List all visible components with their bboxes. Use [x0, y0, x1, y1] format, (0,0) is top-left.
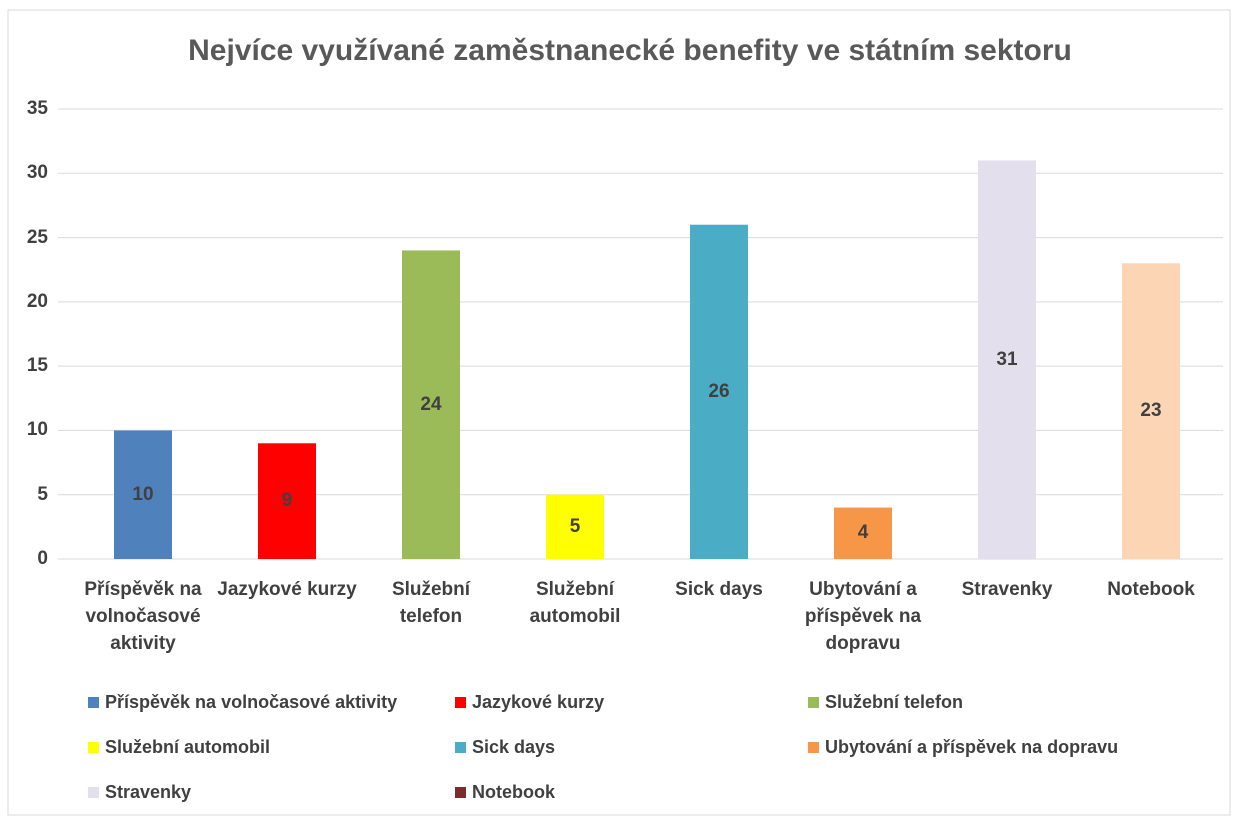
legend-label: Sick days [472, 737, 556, 757]
y-tick-label: 35 [26, 98, 48, 119]
legend-item: Příspěvěk na volnočasové aktivity [88, 690, 455, 715]
x-tick-label: Příspěvěk na volnočasové aktivity [84, 579, 202, 654]
x-tick-label: Služební telefon [391, 579, 471, 627]
data-label: 10 [132, 483, 154, 505]
x-tick-label: Notebook [1107, 579, 1195, 600]
y-tick-label: 10 [26, 419, 48, 441]
bar [402, 250, 460, 559]
legend-label: Ubytování a příspěvek na dopravu [825, 737, 1119, 757]
x-tick-label: Sick days [675, 579, 763, 600]
y-tick-label: 20 [26, 290, 48, 312]
legend-swatch [808, 697, 819, 708]
data-label: 31 [996, 348, 1018, 370]
data-label: 4 [857, 522, 869, 544]
legend-swatch [455, 787, 466, 798]
legend-swatch [808, 742, 819, 753]
bar [546, 494, 604, 559]
chart-border [7, 9, 1231, 816]
legend-label: Jazykové kurzy [472, 692, 605, 712]
bar [690, 224, 748, 559]
data-label: 5 [569, 515, 581, 537]
chart-title: Nejvíce využívané zaměstnanecké benefity… [188, 34, 1072, 67]
x-tick-label: Stravenky [961, 579, 1053, 600]
data-label: 9 [281, 490, 293, 512]
legend-swatch [455, 697, 466, 708]
legend-item: Stravenky [88, 780, 455, 805]
x-tick-label: Služební automobil [529, 579, 621, 627]
legend-item: Jazykové kurzy [455, 690, 808, 715]
y-tick-label: 25 [26, 226, 48, 248]
y-tick-label: 5 [37, 483, 48, 505]
y-tick-label: 30 [26, 162, 48, 184]
legend-item: Služební automobil [88, 735, 455, 760]
legend-label: Služební automobil [105, 737, 270, 757]
bar [834, 507, 892, 559]
legend-swatch [88, 697, 99, 708]
legend-swatch [88, 742, 99, 753]
legend-item: Služební telefon [808, 690, 1188, 715]
data-label: 23 [1140, 400, 1162, 422]
x-tick-label: Ubytování a příspěvek na dopravu [804, 579, 922, 654]
legend-swatch [455, 742, 466, 753]
legend-item: Sick days [455, 735, 808, 760]
y-tick-label: 15 [26, 355, 48, 377]
legend-item: Notebook [455, 780, 808, 805]
legend-item: Ubytování a příspěvek na dopravu [808, 735, 1188, 760]
x-tick-label: Jazykové kurzy [217, 579, 357, 600]
legend-label: Notebook [472, 782, 555, 802]
data-label: 26 [708, 380, 730, 402]
data-label: 24 [420, 393, 442, 415]
bar [1122, 263, 1180, 559]
y-tick-label: 0 [37, 548, 48, 569]
legend: Příspěvěk na volnočasové aktivity Jazykov… [88, 690, 1188, 805]
bar [258, 443, 316, 559]
legend-label: Příspěvěk na volnočasové aktivity [105, 692, 398, 712]
legend-label: Stravenky [105, 782, 192, 802]
legend-swatch [88, 787, 99, 798]
legend-label: Služební telefon [825, 692, 964, 712]
bar [978, 160, 1036, 559]
bar [114, 430, 172, 559]
